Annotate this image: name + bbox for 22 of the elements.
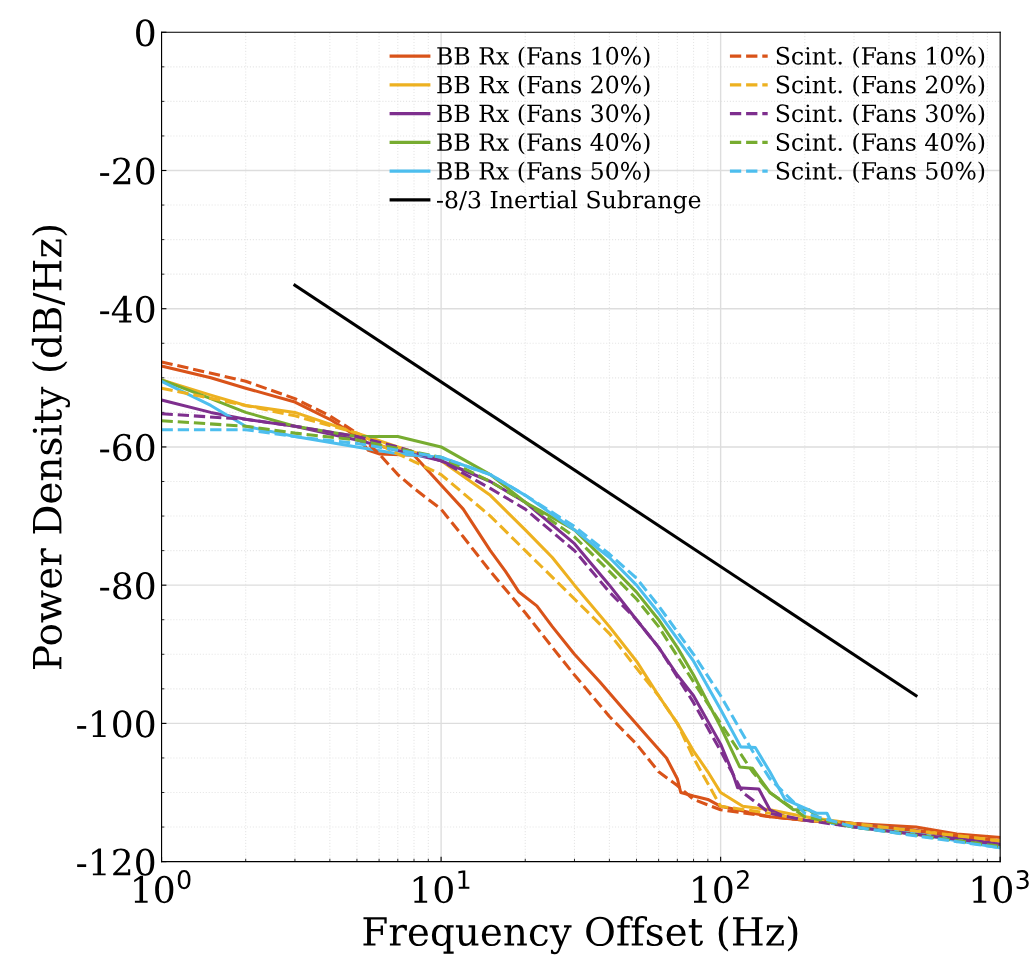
legend-label: -8/3 Inertial Subrange	[437, 190, 701, 214]
x-tick-label: 10$^{2}$	[693, 870, 749, 904]
x-tick-label: 10$^{1}$	[413, 870, 470, 904]
legend-label: Scint. (Fans 40%)	[776, 132, 985, 155]
y-tick-label: 0	[136, 19, 155, 47]
legend-label: Scint. (Fans 10%)	[776, 46, 985, 69]
legend-label: BB Rx (Fans 50%)	[437, 161, 650, 184]
x-tick-label: 10$^{3}$	[972, 870, 1029, 904]
legend-label: BB Rx (Fans 10%)	[437, 46, 650, 69]
legend-label: Scint. (Fans 50%)	[776, 161, 985, 184]
y-tick-label: -40	[100, 295, 155, 323]
legend-label: BB Rx (Fans 30%)	[437, 103, 650, 126]
legend-label: Scint. (Fans 30%)	[776, 103, 985, 126]
x-axis-title: Frequency Offset (Hz)	[363, 916, 798, 955]
y-tick-label: -80	[100, 572, 155, 600]
legend-label: BB Rx (Fans 20%)	[437, 75, 650, 97]
y-axis-title: Power Density (dB/Hz)	[31, 225, 70, 669]
legend-label: Scint. (Fans 20%)	[776, 75, 985, 97]
legend-label: BB Rx (Fans 40%)	[437, 132, 650, 155]
y-tick-label: -60	[100, 433, 155, 462]
y-tick-label: -100	[77, 710, 155, 738]
y-tick-label: -20	[100, 157, 155, 185]
